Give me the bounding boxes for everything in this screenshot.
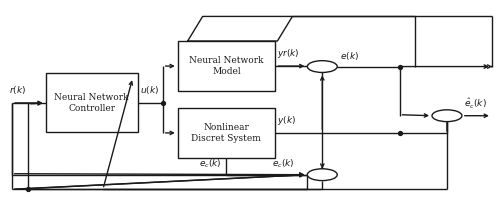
Text: +: + — [319, 59, 326, 68]
Bar — [178, 108, 275, 158]
Text: $yr(k)$: $yr(k)$ — [278, 47, 300, 60]
Text: $r(k)$: $r(k)$ — [9, 84, 26, 96]
Text: Nonlinear
Discret System: Nonlinear Discret System — [192, 123, 262, 143]
Text: $e_c(k)$: $e_c(k)$ — [272, 158, 295, 170]
Text: Neural Network
Model: Neural Network Model — [189, 56, 264, 76]
Bar — [46, 73, 138, 132]
Text: $e_c(k)$: $e_c(k)$ — [198, 158, 222, 170]
Text: $e(k)$: $e(k)$ — [340, 50, 358, 62]
Circle shape — [308, 61, 338, 72]
Text: −: − — [433, 111, 442, 121]
Circle shape — [308, 169, 338, 181]
Text: $\hat{e}_c(k)$: $\hat{e}_c(k)$ — [464, 97, 487, 111]
Text: Neural Network
Controller: Neural Network Controller — [54, 93, 129, 113]
Text: +: + — [319, 167, 326, 176]
Bar — [178, 41, 275, 91]
Circle shape — [432, 110, 462, 122]
Text: $u(k)$: $u(k)$ — [140, 84, 160, 96]
Text: +: + — [444, 115, 450, 124]
Text: $y(k)$: $y(k)$ — [278, 114, 296, 127]
Text: −: − — [308, 62, 316, 71]
Text: −: − — [308, 170, 316, 180]
